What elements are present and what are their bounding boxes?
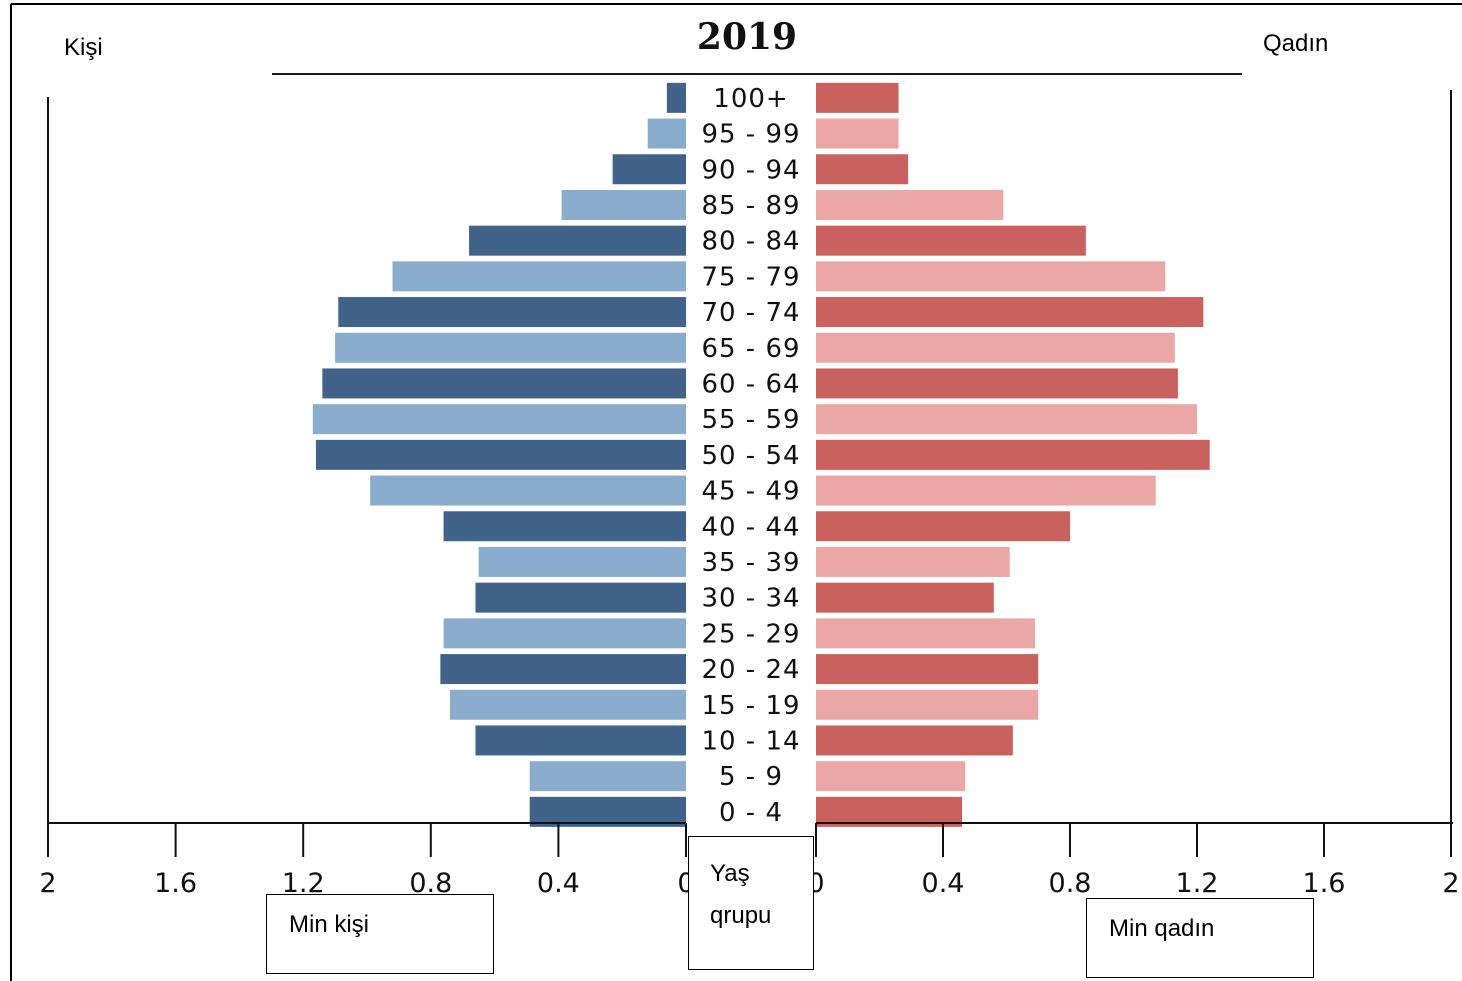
tick-label-right: 2 [1442, 868, 1459, 899]
female-bar [816, 82, 899, 113]
age-group-label: 20 - 24 [701, 655, 800, 685]
male-bar [443, 511, 686, 542]
male-bar [529, 796, 686, 827]
chart-title: 2019 [697, 16, 797, 58]
male-corner-label: Kişi [64, 34, 103, 61]
age-group-label: 75 - 79 [701, 262, 800, 292]
female-bar [816, 261, 1166, 292]
female-bar [816, 154, 909, 185]
age-group-label: 65 - 69 [701, 334, 800, 364]
male-bar [338, 297, 686, 328]
tick-label-left: 1.6 [154, 868, 197, 899]
age-group-label: 10 - 14 [701, 726, 800, 756]
female-bar [816, 618, 1036, 649]
male-bar [440, 654, 686, 685]
male-bar [612, 154, 686, 185]
male-bar [312, 404, 686, 435]
female-bar [816, 546, 1010, 577]
female-bar [816, 368, 1178, 399]
male-axis-label: Min kişi [289, 911, 370, 938]
male-axis-label-box: Min kişi [266, 894, 494, 974]
age-group-label: 45 - 49 [701, 477, 800, 507]
tick-label-right: 0.8 [1049, 868, 1092, 899]
age-group-label: 100+ [713, 84, 788, 114]
female-bar [816, 332, 1175, 363]
female-bar [816, 404, 1197, 435]
male-bar [647, 118, 686, 149]
age-group-label-box: Yaş qrupu [688, 836, 814, 970]
age-group-labels: 100+ 95 - 99 90 - 94 85 - 89 80 - 84 75 - 79 7… [701, 84, 800, 828]
female-axis-label-box: Min qadın [1086, 898, 1314, 978]
male-bar [666, 82, 686, 113]
tick-label-right: 1.6 [1303, 868, 1346, 899]
male-bar [478, 546, 686, 577]
age-group-axis-label: Yaş qrupu [710, 860, 772, 929]
female-bar [816, 796, 963, 827]
age-group-label: 30 - 34 [701, 584, 800, 614]
tick-label-left: 0.8 [409, 868, 452, 899]
male-bar [335, 332, 686, 363]
age-group-label: 15 - 19 [701, 691, 800, 721]
tick-label-right: 0.4 [922, 868, 965, 899]
age-group-label: 70 - 74 [701, 298, 800, 328]
female-bar [816, 654, 1039, 685]
male-bar [475, 582, 686, 613]
age-group-label: 25 - 29 [701, 619, 800, 649]
tick-label-left: 2 [39, 868, 56, 899]
age-group-label: 50 - 54 [701, 441, 800, 471]
tick-label-left: 0.4 [537, 868, 580, 899]
female-bar [816, 439, 1210, 470]
female-bar [816, 582, 994, 613]
female-bars [816, 82, 1210, 827]
female-bar [816, 297, 1204, 328]
tick-label-right: 1.2 [1176, 868, 1219, 899]
male-bar [443, 618, 686, 649]
female-bar [816, 475, 1156, 506]
male-bar [370, 475, 686, 506]
age-group-label: 35 - 39 [701, 548, 800, 578]
male-bar [469, 225, 686, 256]
male-bar [392, 261, 686, 292]
age-group-label: 5 - 9 [719, 762, 783, 792]
tick-layer: 2 1.6 1.2 0.8 0.4 0 0 0.4 0.8 1.2 1.6 2 [39, 823, 1460, 899]
male-bar [561, 189, 686, 220]
age-group-label: 90 - 94 [701, 155, 800, 185]
age-group-label: 60 - 64 [701, 369, 800, 399]
female-bar [816, 761, 966, 792]
male-bar [449, 689, 686, 720]
age-group-label: 85 - 89 [701, 191, 800, 221]
age-group-label: 40 - 44 [701, 512, 800, 542]
female-bar [816, 725, 1013, 756]
age-group-label: 55 - 59 [701, 405, 800, 435]
age-group-label: 0 - 4 [719, 798, 783, 828]
male-bars [312, 82, 686, 827]
female-bar [816, 511, 1070, 542]
female-bar [816, 189, 1004, 220]
age-group-label: 80 - 84 [701, 227, 800, 257]
tick-label-left: 1.2 [282, 868, 325, 899]
male-bar [529, 761, 686, 792]
male-bar [315, 439, 686, 470]
male-bar [322, 368, 686, 399]
female-corner-label: Qadın [1263, 30, 1329, 57]
age-group-label: 95 - 99 [701, 120, 800, 150]
male-bar [475, 725, 686, 756]
female-bar [816, 689, 1039, 720]
female-axis-label: Min qadın [1109, 915, 1215, 942]
female-bar [816, 118, 899, 149]
female-bar [816, 225, 1086, 256]
